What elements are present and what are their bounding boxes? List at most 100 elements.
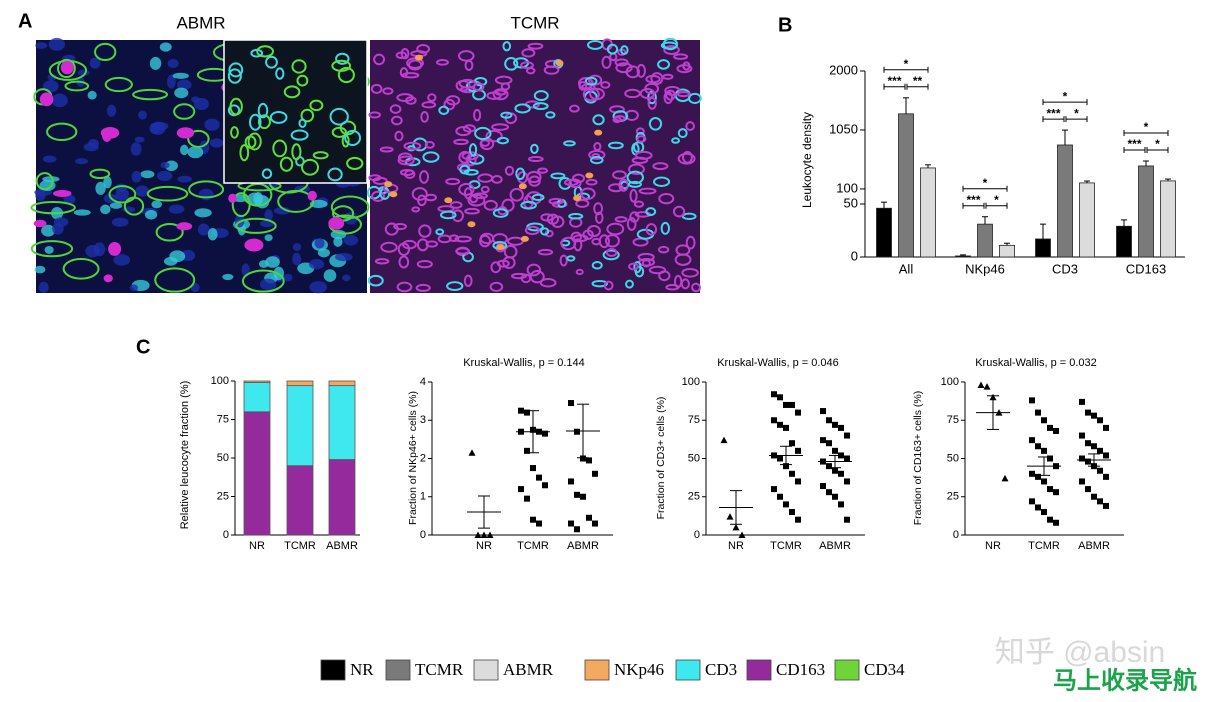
point: [1029, 437, 1035, 444]
texture: [394, 130, 404, 142]
point: [832, 493, 838, 500]
texture: [87, 90, 97, 100]
x-tick-label: TCMR: [284, 540, 316, 552]
texture: [372, 176, 388, 185]
point: [820, 408, 826, 415]
texture: [607, 141, 624, 150]
texture: [180, 144, 189, 156]
point: [586, 457, 592, 464]
point: [1079, 478, 1085, 485]
legend-label: NKp46: [614, 660, 664, 679]
texture: [626, 170, 644, 185]
texture: [193, 97, 209, 111]
texture: [421, 101, 437, 109]
texture: [636, 135, 647, 143]
texture: [647, 96, 657, 110]
texture: [559, 254, 568, 267]
significance: *: [983, 176, 988, 190]
texture: [546, 213, 560, 225]
point: [789, 470, 795, 477]
texture: [113, 254, 131, 266]
y-tick-label: 25: [217, 490, 229, 502]
texture: [673, 53, 689, 60]
texture: [228, 193, 237, 204]
texture: [657, 245, 670, 254]
texture: [57, 58, 76, 79]
texture: [104, 76, 133, 93]
texture: [578, 80, 588, 91]
y-tick-label: 100: [211, 375, 229, 387]
texture: [256, 45, 275, 58]
texture: [335, 252, 353, 262]
texture: [458, 78, 477, 89]
texture: [462, 124, 477, 133]
texture: [652, 162, 669, 171]
texture: [398, 255, 410, 269]
point: [524, 447, 530, 454]
x-tick-label: TCMR: [1028, 540, 1060, 552]
significance: *: [1063, 89, 1068, 103]
texture: [283, 273, 293, 282]
texture: [509, 187, 524, 202]
texture: [569, 104, 580, 113]
texture: [173, 103, 196, 120]
texture: [662, 73, 674, 80]
texture: [540, 227, 550, 236]
texture: [154, 267, 196, 293]
texture: [327, 167, 343, 182]
texture: [445, 95, 461, 106]
texture: [641, 258, 651, 268]
texture: [657, 59, 671, 70]
x-tick-label: ABMR: [567, 540, 599, 552]
texture: [384, 181, 393, 188]
texture: [279, 156, 294, 172]
texture: [63, 194, 76, 205]
texture: [416, 238, 429, 252]
texture: [405, 96, 417, 105]
texture: [502, 256, 516, 270]
texture: [247, 132, 262, 151]
point: [542, 430, 548, 437]
texture: [44, 246, 54, 254]
texture: [625, 279, 634, 289]
y-tick-label: 2: [420, 452, 426, 464]
point: [574, 491, 580, 498]
texture: [474, 126, 492, 141]
bar: [898, 113, 914, 258]
texture: [592, 114, 605, 126]
texture: [414, 54, 423, 61]
bar-segment: [243, 411, 271, 536]
y-tick-label: 0: [420, 529, 426, 541]
bar: [920, 167, 936, 258]
point: [568, 400, 574, 407]
texture: [328, 217, 345, 230]
texture: [403, 141, 422, 151]
texture: [108, 185, 137, 204]
point: [1085, 486, 1091, 493]
point: [530, 465, 536, 472]
y-tick-label: 75: [947, 414, 959, 426]
texture: [194, 208, 212, 218]
texture: [229, 97, 243, 116]
point: [1035, 504, 1041, 511]
texture: [242, 183, 273, 207]
texture: [140, 170, 155, 179]
texture: [149, 56, 162, 70]
point: [474, 531, 482, 538]
x-tick-label: NR: [476, 540, 492, 552]
texture: [645, 223, 658, 236]
texture: [103, 274, 113, 283]
point: [1041, 417, 1047, 424]
point: [844, 478, 850, 485]
texture: [146, 185, 189, 202]
texture: [52, 222, 64, 235]
texture: [198, 188, 214, 201]
texture: [144, 209, 158, 220]
texture: [169, 250, 186, 263]
point: [783, 463, 789, 470]
texture: [176, 127, 195, 139]
bar: [876, 207, 892, 258]
texture: [259, 278, 277, 291]
texture: [309, 99, 324, 112]
legend-swatch: [675, 659, 701, 681]
